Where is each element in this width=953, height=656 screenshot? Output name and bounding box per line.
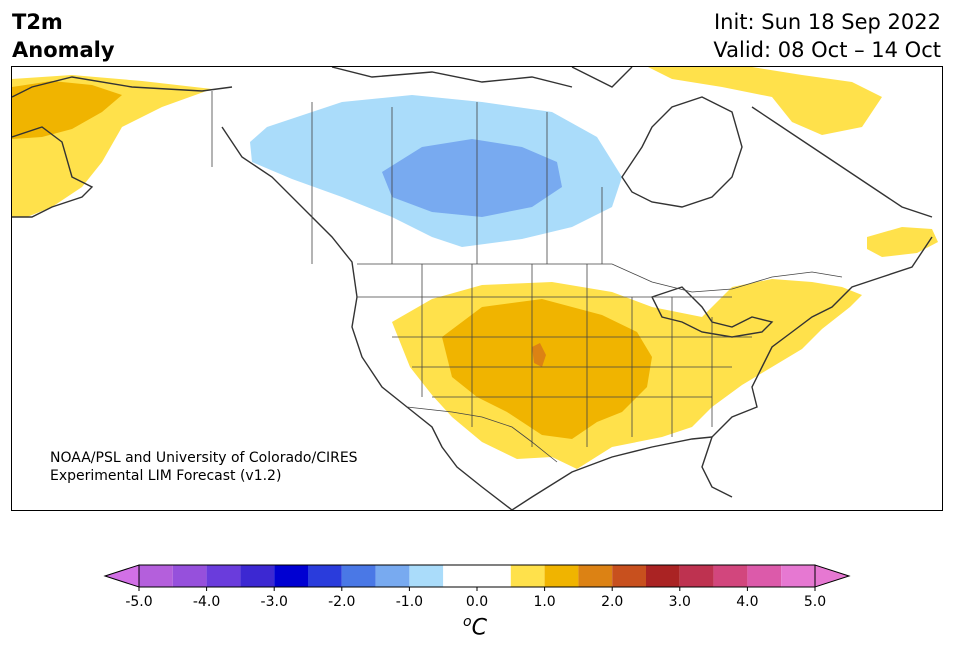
colorbar-bin-4 <box>274 565 308 587</box>
colorbar-bin-16 <box>713 565 748 587</box>
map-canvas <box>12 67 938 510</box>
coastlines <box>12 67 933 510</box>
colorbar-tick-label-10: 5.0 <box>804 594 826 610</box>
colorbar-bin-6 <box>341 565 376 587</box>
colorbar-bin-2 <box>206 565 241 587</box>
colorbar-bin-3 <box>240 565 275 587</box>
valid-date-range: Valid: 08 Oct – 14 Oct <box>713 38 941 62</box>
colorbar-bin-8 <box>409 565 444 587</box>
colorbar-bin-17 <box>747 565 782 587</box>
anomaly-shading <box>12 67 938 469</box>
colorbar-tick-label-1: -4.0 <box>193 594 220 610</box>
canada-cold-core <box>382 139 562 217</box>
alaska-coast <box>12 76 233 218</box>
colorbar-bin-10 <box>510 565 545 587</box>
colorbar-tick-label-4: -1.0 <box>396 594 423 610</box>
colorbar-over-arrow <box>814 564 851 588</box>
pacific-coast <box>221 126 513 510</box>
colorbar-bin-13 <box>612 565 646 587</box>
colorbar-tick-label-5: 0.0 <box>466 594 488 610</box>
central-us-warm-core <box>442 299 652 439</box>
us-mexico-border <box>406 406 558 463</box>
colorbar-under-arrow <box>103 564 140 588</box>
colorbar-bin-18 <box>781 565 815 587</box>
us-states <box>357 264 752 447</box>
init-date: Init: Sun 18 Sep 2022 <box>713 10 941 34</box>
forecast-credit: NOAA/PSL and University of Colorado/CIRE… <box>50 449 358 485</box>
arctic-islands <box>331 67 933 218</box>
credit-line-1: NOAA/PSL and University of Colorado/CIRE… <box>50 450 358 466</box>
colorbar-tick-label-9: 4.0 <box>736 594 758 610</box>
anomaly-map: NOAA/PSL and University of Colorado/CIRE… <box>11 66 943 511</box>
colorbar-tick-label-8: 3.0 <box>669 594 691 610</box>
central-us-warm-peak <box>532 343 546 367</box>
colorbar-bin-9 <box>443 565 511 587</box>
unit-text: C <box>471 615 487 641</box>
colorbar-ticks: -5.0 -4.0 -3.0 -2.0 -1.0 0.0 1.0 2.0 3.0 4.0 5.0 <box>125 587 826 610</box>
colorbar-bin-1 <box>172 565 207 587</box>
degree-superscript: o <box>463 614 472 630</box>
gulf-coast <box>511 436 713 510</box>
colorbar-bin-11 <box>544 565 579 587</box>
title-line-1: T2m <box>12 10 63 34</box>
colorbar-bin-5 <box>308 565 342 587</box>
credit-line-2: Experimental LIM Forecast (v1.2) <box>50 468 282 484</box>
hudson-bay-coast <box>621 96 743 208</box>
colorbar-bin-7 <box>375 565 410 587</box>
colorbar-bins <box>139 565 815 587</box>
colorbar-tick-label-7: 2.0 <box>601 594 623 610</box>
colorbar-tick-label-2: -3.0 <box>261 594 288 610</box>
colorbar-tick-label-6: 1.0 <box>533 594 555 610</box>
colorbar-bin-14 <box>646 565 680 587</box>
map-title: T2m Anomaly <box>12 8 115 64</box>
labrador-warm-anomaly <box>867 227 938 257</box>
colorbar-bin-15 <box>679 565 714 587</box>
colorbar-bin-12 <box>578 565 613 587</box>
arctic-warm-anomaly <box>648 67 882 135</box>
title-line-2: Anomaly <box>12 38 115 62</box>
great-lakes <box>651 286 774 338</box>
colorbar-bin-0 <box>139 565 173 587</box>
borders <box>211 91 843 463</box>
colorbar-tick-label-3: -2.0 <box>328 594 355 610</box>
canada-provinces <box>211 91 603 264</box>
alaska-warm-core <box>12 81 122 139</box>
forecast-dates: Init: Sun 18 Sep 2022 Valid: 08 Oct – 14… <box>713 8 941 64</box>
us-canada-border <box>357 263 843 293</box>
colorbar-unit-label: oC <box>463 614 487 640</box>
atlantic-coast <box>701 236 933 498</box>
colorbar-tick-label-0: -5.0 <box>125 594 152 610</box>
